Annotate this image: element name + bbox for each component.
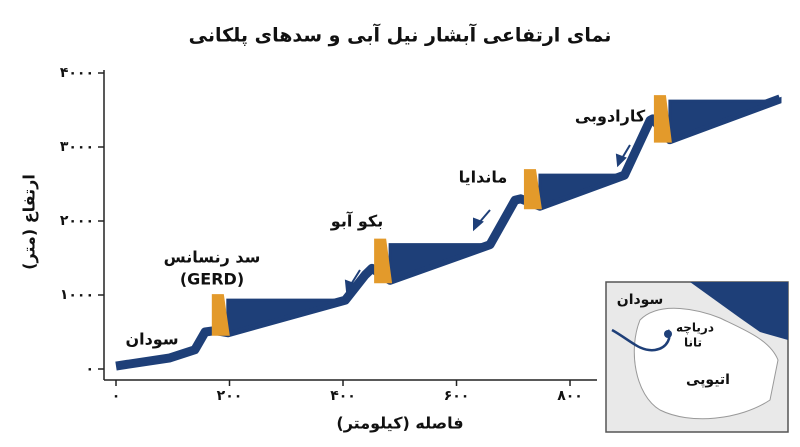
dam xyxy=(211,294,230,336)
reservoir xyxy=(388,243,491,283)
dam-label: (GERD) xyxy=(180,270,244,289)
y-tick-label: ۱۰۰۰ xyxy=(60,287,94,303)
reservoir xyxy=(538,173,626,209)
x-axis-title: فاصله (کیلومتر) xyxy=(336,414,463,433)
dam xyxy=(523,169,542,210)
reservoir xyxy=(668,96,782,142)
y-tick-label: ۴۰۰۰ xyxy=(60,65,94,81)
x-tick-label: ۸۰۰ xyxy=(557,388,583,404)
x-tick-label: ۴۰۰ xyxy=(330,388,356,404)
dam-label: بکو آبو xyxy=(330,211,383,231)
dam xyxy=(374,238,393,284)
dam-label: کارادوبی xyxy=(575,107,646,126)
x-tick-label: ۲۰۰ xyxy=(217,388,243,404)
dam-label: ماندایا xyxy=(459,168,508,187)
y-tick-label: ۲۰۰۰ xyxy=(60,213,94,229)
region-label: سودان xyxy=(125,330,178,349)
y-tick-label: ۰ xyxy=(85,361,94,377)
y-tick-label: ۳۰۰۰ xyxy=(60,139,94,155)
inset-label: اتیوپی xyxy=(686,372,730,388)
x-tick-label: ۰ xyxy=(112,388,121,404)
inset-map xyxy=(605,281,789,433)
inset-label: دریاچه xyxy=(676,321,714,335)
inset-label: تانا xyxy=(684,336,702,350)
dam-label: سد رنسانس xyxy=(164,248,261,267)
y-axis-title: ارتفاع (متر) xyxy=(20,174,39,270)
chart-title: نمای ارتفاعی آبشار نیل آبی و سدهای پلکان… xyxy=(189,23,612,47)
inset-label: سودان xyxy=(617,292,663,308)
x-tick-label: ۶۰۰ xyxy=(444,388,470,404)
dam xyxy=(653,95,672,143)
reservoir xyxy=(226,298,346,335)
